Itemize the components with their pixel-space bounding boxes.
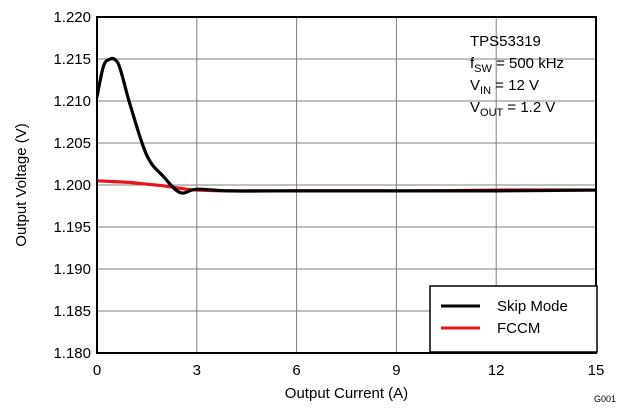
y-tick-label: 1.190 [53, 261, 91, 278]
vin-main: V [470, 77, 480, 94]
vin-sub: IN [480, 85, 491, 97]
fsw-main: f [470, 55, 475, 72]
y-tick-label: 1.215 [53, 51, 91, 68]
vout-main: V [470, 99, 480, 116]
y-tick-label: 1.180 [53, 345, 91, 362]
legend-box [429, 285, 598, 353]
y-tick-label: 1.210 [53, 93, 91, 110]
x-tick-label: 12 [488, 362, 505, 379]
vout-rest: = 1.2 V [503, 99, 555, 116]
annotation-vin: VIN = 12 V [470, 77, 539, 97]
tick-labels: 0 3 6 9 12 15 1.180 1.185 1.190 1.195 1.200 1.205 1.… [53, 9, 604, 379]
fsw-sub: SW [474, 63, 492, 75]
vout-sub: OUT [480, 107, 504, 119]
grid [97, 17, 596, 353]
annotation-fsw: fSW = 500 kHz [470, 55, 564, 75]
y-tick-label: 1.200 [53, 177, 91, 194]
vin-rest: = 12 V [491, 77, 539, 94]
y-tick-label: 1.185 [53, 303, 91, 320]
legend: Skip Mode FCCM [429, 285, 598, 353]
series-lines [97, 56, 596, 195]
x-tick-label: 6 [292, 362, 300, 379]
fsw-rest: = 500 kHz [492, 55, 564, 72]
figure-id: G001 [594, 394, 616, 404]
x-tick-label: 0 [93, 362, 101, 379]
conditions-annotation: TPS53319 fSW = 500 kHz VIN = 12 V VOUT =… [470, 33, 564, 119]
legend-label-fccm: FCCM [497, 320, 540, 337]
x-tick-label: 15 [588, 362, 605, 379]
y-tick-label: 1.205 [53, 135, 91, 152]
y-tick-label: 1.195 [53, 219, 91, 236]
y-axis-label: Output Voltage (V) [13, 123, 30, 246]
series-line-skip-mode [97, 56, 596, 195]
annotation-device: TPS53319 [470, 33, 541, 50]
y-tick-label: 1.220 [53, 9, 91, 26]
plot-area-frame [96, 16, 597, 354]
x-axis-label: Output Current (A) [285, 385, 408, 402]
x-tick-label: 3 [193, 362, 201, 379]
legend-label-skip-mode: Skip Mode [497, 298, 568, 315]
x-tick-label: 9 [392, 362, 400, 379]
annotation-vout: VOUT = 1.2 V [470, 99, 555, 119]
